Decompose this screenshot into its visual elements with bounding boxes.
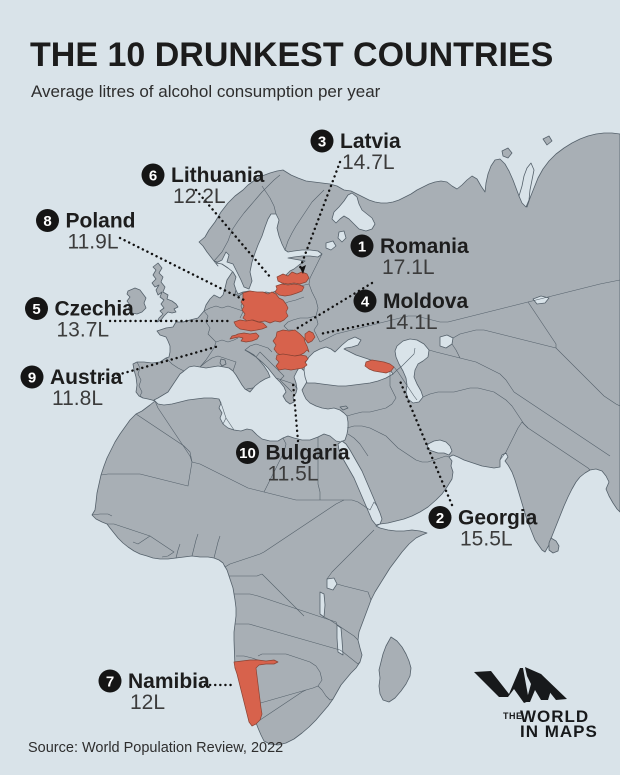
svg-text:5: 5: [32, 301, 40, 318]
svg-text:12L: 12L: [130, 691, 165, 714]
svg-text:11.9L: 11.9L: [68, 231, 119, 254]
svg-text:4: 4: [361, 294, 370, 311]
svg-text:3: 3: [318, 134, 326, 151]
svg-text:THE: THE: [503, 711, 523, 721]
svg-text:2: 2: [436, 510, 444, 527]
svg-text:7: 7: [106, 674, 114, 691]
svg-text:8: 8: [43, 213, 51, 230]
svg-text:13.7L: 13.7L: [57, 319, 110, 342]
svg-text:10: 10: [239, 445, 256, 462]
svg-text:Austria: Austria: [50, 366, 123, 389]
svg-text:14.1L: 14.1L: [385, 311, 438, 334]
svg-text:WORLD: WORLD: [520, 707, 589, 726]
svg-text:Namibia: Namibia: [128, 670, 210, 693]
svg-text:1: 1: [358, 239, 366, 256]
svg-text:Poland: Poland: [66, 210, 136, 233]
svg-text:15.5L: 15.5L: [460, 528, 513, 551]
svg-text:6: 6: [149, 168, 157, 185]
svg-text:11.5L: 11.5L: [268, 463, 319, 486]
svg-text:Moldova: Moldova: [383, 290, 468, 313]
svg-text:Czechia: Czechia: [55, 298, 135, 321]
svg-text:11.8L: 11.8L: [52, 387, 103, 410]
svg-text:9: 9: [28, 370, 36, 387]
svg-text:Latvia: Latvia: [340, 130, 401, 153]
svg-text:Source: World Population Revie: Source: World Population Review, 2022: [28, 740, 283, 756]
svg-text:17.1L: 17.1L: [382, 256, 435, 279]
svg-text:THE 10 DRUNKEST COUNTRIES: THE 10 DRUNKEST COUNTRIES: [30, 36, 553, 74]
svg-text:Lithuania: Lithuania: [171, 164, 265, 187]
svg-text:Romania: Romania: [380, 235, 469, 258]
svg-text:Georgia: Georgia: [458, 507, 538, 530]
svg-text:Bulgaria: Bulgaria: [266, 442, 350, 465]
svg-text:12.2L: 12.2L: [173, 185, 226, 208]
svg-text:IN MAPS: IN MAPS: [520, 722, 598, 741]
svg-text:14.7L: 14.7L: [342, 151, 395, 174]
svg-text:Average litres of alcohol cons: Average litres of alcohol consumption pe…: [31, 82, 381, 101]
